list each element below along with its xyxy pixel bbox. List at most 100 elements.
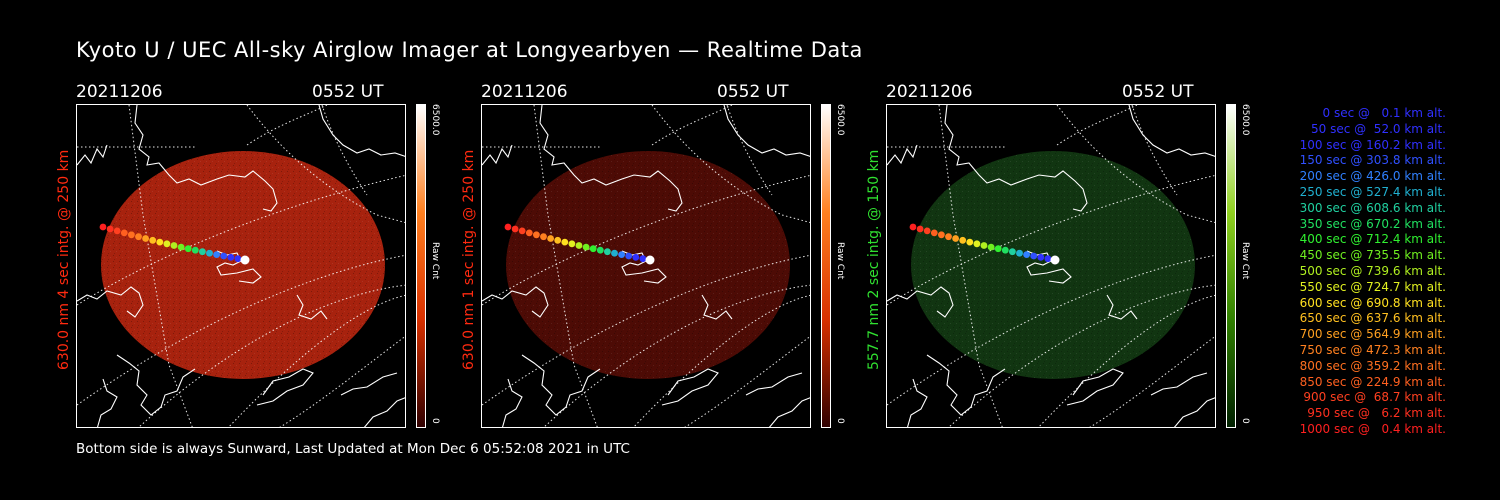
legend-row: 650 sec @ 637.6 km alt. [1299, 311, 1446, 326]
trajectory-point [234, 255, 242, 263]
legend-row: 800 sec @ 359.2 km alt. [1299, 358, 1446, 373]
trajectory-point [177, 243, 185, 251]
panel-1-colorbar-max: 6500.0 [430, 104, 440, 136]
trajectory-point [206, 249, 213, 257]
trajectory-point [511, 225, 519, 233]
trajectory-point [1044, 255, 1052, 263]
panel-1-date: 20211206 [76, 82, 163, 102]
trajectory-point [142, 235, 149, 242]
footer-status: Bottom side is always Sunward, Last Upda… [76, 441, 630, 457]
legend-row: 750 sec @ 472.3 km alt. [1299, 342, 1446, 357]
trajectory-point [220, 252, 228, 260]
trajectory-point [113, 227, 121, 235]
trajectory-point [106, 225, 114, 233]
trajectory-point [639, 255, 647, 263]
legend-row: 300 sec @ 608.6 km alt. [1299, 200, 1446, 215]
trajectory-point [1037, 253, 1045, 261]
legend-row: 100 sec @ 160.2 km alt. [1299, 137, 1446, 152]
panel-2-side-label: 630.0 nm 1 sec intg. @ 250 km [461, 149, 477, 370]
panel-3-side-label: 557.7 nm 2 sec intg. @ 150 km [866, 149, 882, 370]
trajectory-point [554, 236, 562, 244]
panel-1-side-label: 630.0 nm 4 sec intg. @ 250 km [56, 149, 72, 370]
trajectory-point [504, 223, 512, 231]
legend-row: 850 sec @ 224.9 km alt. [1299, 374, 1446, 389]
trajectory-point [994, 245, 1002, 253]
trajectory-point [930, 229, 938, 237]
legend-row: 400 sec @ 712.4 km alt. [1299, 232, 1446, 247]
legend-row: 50 sec @ 52.0 km alt. [1311, 121, 1446, 136]
trajectory-point [135, 233, 142, 241]
trajectory-point [184, 245, 192, 253]
trajectory-point [980, 242, 988, 249]
panel-2-colorbar-min: 0 [835, 418, 845, 424]
trajectory-point [916, 225, 924, 233]
trajectory-point [625, 252, 633, 260]
panel-2-colorbar-unit: Raw Cnt [835, 242, 845, 280]
trajectory-point [170, 242, 178, 249]
trajectory-point [199, 248, 206, 256]
trajectory-point [1016, 249, 1023, 257]
trajectory-point [191, 246, 199, 254]
panel-2-colorbar-max: 6500.0 [835, 104, 845, 136]
trajectory-point [632, 253, 640, 261]
panel-2-allsky-image [481, 104, 811, 428]
trajectory-point [611, 249, 618, 257]
trajectory-point [227, 253, 235, 261]
trajectory-point [575, 242, 583, 249]
trajectory-point [589, 245, 597, 253]
trajectory-point [547, 235, 554, 242]
panel-2-colorbar [821, 104, 831, 428]
trajectory-point [156, 238, 164, 246]
legend-row: 200 sec @ 426.0 km alt. [1299, 169, 1446, 184]
trajectory-point [533, 231, 540, 239]
legend-row: 700 sec @ 564.9 km alt. [1299, 327, 1446, 342]
trajectory-legend: 0 sec @ 0.1 km alt. 50 sec @ 52.0 km alt.… [1246, 106, 1446, 438]
trajectory-point [518, 227, 526, 235]
trajectory-point [987, 243, 995, 251]
trajectory-point [959, 236, 967, 244]
trajectory-point [604, 248, 611, 256]
panel-3-colorbar [1226, 104, 1236, 428]
trajectory-point [163, 240, 171, 248]
trajectory-point [1023, 251, 1030, 258]
trajectory-point [120, 229, 128, 237]
trajectory-point [561, 238, 569, 246]
legend-row: 1000 sec @ 0.4 km alt. [1299, 421, 1446, 436]
trajectory-point [582, 243, 590, 251]
trajectory-point [240, 255, 250, 265]
page-title: Kyoto U / UEC All-sky Airglow Imager at … [76, 38, 863, 62]
trajectory-point [1050, 255, 1060, 265]
panel-3-time: 0552 UT [1122, 82, 1194, 102]
panel-1-colorbar-unit: Raw Cnt [430, 242, 440, 280]
trajectory-point [525, 229, 533, 237]
trajectory-point [973, 240, 981, 248]
trajectory-point [909, 223, 917, 231]
trajectory-point [618, 251, 625, 258]
trajectory-point [1001, 246, 1009, 254]
panel-3-date: 20211206 [886, 82, 973, 102]
legend-row: 150 sec @ 303.8 km alt. [1299, 153, 1446, 168]
panel-1-allsky-image [76, 104, 406, 428]
trajectory-point [540, 233, 547, 241]
legend-row: 500 sec @ 739.6 km alt. [1299, 263, 1446, 278]
trajectory-point [952, 235, 959, 242]
legend-row: 0 sec @ 0.1 km alt. [1322, 106, 1447, 120]
trajectory-point [99, 223, 107, 231]
trajectory-point [645, 255, 655, 265]
legend-row: 450 sec @ 735.5 km alt. [1299, 248, 1446, 263]
panel-1-colorbar [416, 104, 426, 428]
trajectory-point [945, 233, 952, 241]
trajectory-point [1030, 252, 1038, 260]
legend-row: 550 sec @ 724.7 km alt. [1299, 279, 1446, 294]
panel-1-time: 0552 UT [312, 82, 384, 102]
legend-row: 600 sec @ 690.8 km alt. [1299, 295, 1446, 310]
trajectory-point [923, 227, 931, 235]
trajectory-point [568, 240, 576, 248]
trajectory-point [213, 251, 221, 258]
trajectory-point [1009, 248, 1016, 256]
panel-1-colorbar-min: 0 [430, 418, 440, 424]
trajectory-point [149, 236, 157, 244]
legend-row: 950 sec @ 6.2 km alt. [1307, 406, 1446, 421]
panel-2-date: 20211206 [481, 82, 568, 102]
trajectory-point [966, 238, 974, 246]
